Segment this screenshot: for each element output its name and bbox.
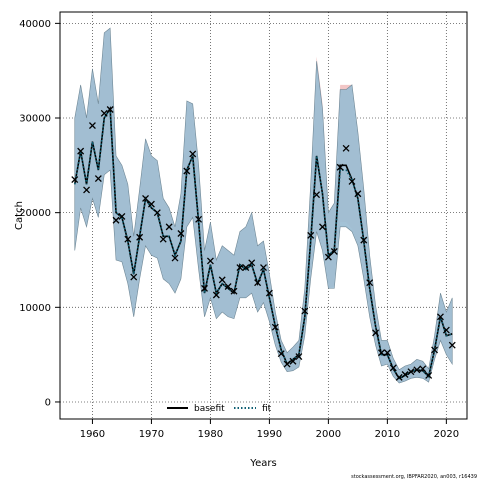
observed-point — [159, 235, 167, 243]
y-tick-label: 30000 — [19, 114, 51, 125]
observed-point — [342, 144, 350, 152]
plot-frame — [59, 11, 468, 420]
observed-point — [83, 186, 91, 194]
observed-point — [100, 109, 108, 117]
observed-point — [395, 373, 403, 381]
observed-point — [236, 264, 244, 272]
observed-point — [324, 253, 332, 261]
observed-point — [301, 307, 309, 315]
observed-point — [295, 353, 303, 360]
observed-point — [88, 122, 96, 130]
y-tick-label: 20000 — [19, 208, 51, 219]
observed-point — [271, 323, 279, 331]
observed-point — [383, 349, 391, 357]
observed-point — [153, 209, 161, 217]
x-tick-label: 2000 — [316, 429, 341, 440]
observed-point — [106, 106, 114, 113]
y-axis: 0 10000 20000 30000 40000 — [19, 19, 60, 408]
observed-point — [319, 223, 326, 231]
observed-point — [260, 264, 267, 272]
observed-point — [77, 147, 85, 155]
observed-point — [360, 236, 368, 244]
observed-point — [195, 215, 203, 223]
observed-point — [71, 176, 79, 183]
observed-point — [448, 341, 456, 349]
x-tick-label: 1960 — [80, 429, 105, 440]
y-axis-label: Catch — [14, 201, 25, 230]
observed-point — [189, 150, 197, 158]
observed-point — [330, 248, 338, 255]
legend-label-basefit: basefit — [194, 404, 225, 414]
observed-point — [336, 163, 344, 171]
observed-point — [378, 349, 385, 357]
observed-point — [442, 326, 450, 334]
observed-point — [94, 175, 102, 183]
observed-point — [183, 167, 191, 175]
observed-point — [436, 313, 444, 321]
observed-point — [224, 283, 232, 290]
observed-point — [419, 365, 427, 373]
observed-point — [248, 259, 256, 267]
observed-point — [389, 364, 397, 372]
observed-point — [407, 368, 415, 376]
fit-line — [73, 105, 453, 380]
observed-point — [218, 276, 226, 284]
observed-point — [265, 289, 273, 297]
observed-point — [201, 284, 208, 292]
x-tick-label: 2020 — [434, 429, 459, 440]
observed-point — [124, 235, 132, 243]
observed-point — [372, 329, 380, 337]
observed-point — [118, 212, 126, 220]
observed-point — [171, 254, 179, 262]
x-tick-label: 1980 — [198, 429, 223, 440]
x-axis: 1960 1970 1980 1990 2000 2010 2020 — [80, 419, 459, 440]
observed-point — [130, 273, 138, 281]
observed-point — [212, 291, 220, 299]
fit-band — [74, 27, 453, 384]
x-tick-label: 2010 — [375, 429, 400, 440]
legend: basefit fit — [167, 404, 272, 414]
observed-point — [277, 350, 285, 358]
observed-point — [425, 372, 433, 379]
y-tick-label: 40000 — [19, 19, 51, 30]
footer-note: stockassessment.org, IBPFAR2020, an003, … — [351, 474, 477, 480]
observed-point — [354, 190, 362, 198]
observed-point — [242, 264, 250, 272]
confidence-bands — [74, 27, 453, 384]
x-tick-label: 1970 — [139, 429, 164, 440]
observed-point — [136, 233, 144, 241]
y-tick-label: 0 — [45, 397, 51, 408]
x-axis-label: Years — [249, 458, 276, 469]
observed-point — [289, 357, 297, 365]
observed-point — [177, 230, 185, 237]
x-tick-label: 1990 — [257, 429, 282, 440]
legend-label-fit: fit — [262, 404, 272, 414]
observed-point — [307, 231, 315, 239]
observed-point — [112, 216, 120, 224]
observed-point — [142, 195, 149, 202]
observed-point — [401, 371, 409, 378]
observed-point — [147, 200, 155, 208]
observed-points — [71, 106, 456, 381]
y-tick-label: 10000 — [19, 303, 51, 314]
observed-point — [313, 191, 321, 199]
observed-point — [413, 366, 421, 374]
observed-point — [206, 257, 214, 265]
observed-point — [165, 223, 173, 231]
observed-point — [283, 360, 291, 368]
basefit-band — [74, 28, 453, 384]
observed-point — [348, 177, 356, 185]
observed-point — [230, 287, 238, 295]
series-lines — [73, 105, 453, 380]
observed-point — [431, 346, 439, 354]
observed-point — [366, 279, 374, 287]
observed-point — [254, 279, 262, 287]
